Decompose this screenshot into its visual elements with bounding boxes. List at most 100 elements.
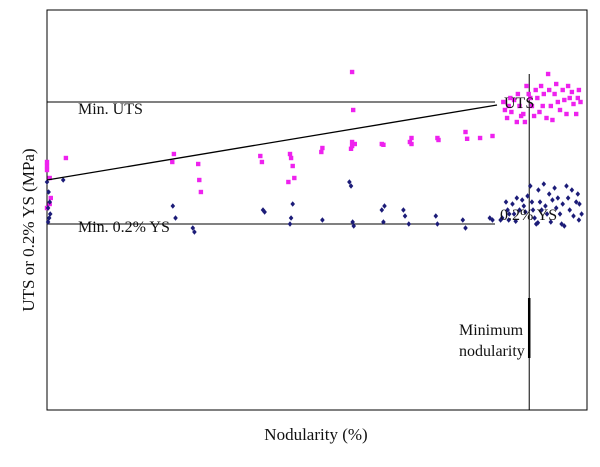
ys-point <box>567 207 573 213</box>
uts-point <box>554 81 559 87</box>
ys-point <box>528 183 533 189</box>
ys-point <box>505 207 510 213</box>
uts-point <box>409 141 414 147</box>
uts-point <box>578 99 583 105</box>
ys-point <box>499 215 505 221</box>
ys-point <box>532 215 537 221</box>
uts-point <box>537 109 542 115</box>
uts-point <box>560 87 565 93</box>
ys-point <box>521 203 527 209</box>
uts-point <box>547 87 552 93</box>
uts-point <box>529 103 535 109</box>
plot-area <box>46 9 588 411</box>
min-ys-label: Min. 0.2% YS <box>78 219 170 236</box>
x-axis-label: Nodularity (%) <box>264 425 367 444</box>
ys-point <box>46 189 51 195</box>
uts-point <box>544 115 549 121</box>
uts-point <box>528 95 533 101</box>
ys-point <box>557 211 563 217</box>
uts-point <box>501 99 506 105</box>
ys-point <box>513 218 519 224</box>
uts-point <box>258 153 263 159</box>
uts-point <box>197 177 202 183</box>
uts-point <box>548 103 554 109</box>
ys-point <box>190 225 196 231</box>
y-axis-label: UTS or 0.2% YS (MPa) <box>19 148 38 311</box>
uts-point <box>196 161 201 167</box>
uts-point <box>44 163 50 169</box>
uts-point <box>319 149 324 155</box>
uts-point <box>320 145 325 151</box>
ys-point <box>537 199 543 205</box>
ys-point <box>565 195 571 201</box>
ys-point <box>550 197 555 203</box>
ys-point <box>487 215 493 221</box>
uts-point <box>567 95 572 101</box>
uts-point <box>576 87 582 93</box>
uts-point <box>463 129 468 135</box>
uts-point <box>349 143 355 149</box>
ys-point <box>533 221 539 227</box>
ys-point <box>553 205 559 211</box>
ys-point <box>511 211 517 217</box>
uts-point <box>517 103 522 109</box>
ys-point <box>577 201 582 207</box>
ys-point <box>351 223 357 229</box>
ys-point <box>536 187 541 193</box>
uts-point <box>198 189 204 195</box>
uts-point <box>288 155 294 161</box>
ys-point <box>47 199 52 205</box>
ys-point <box>402 213 408 219</box>
uts-point <box>531 113 537 119</box>
ys-point <box>535 220 541 226</box>
ys-point <box>579 211 584 217</box>
uts-point <box>555 99 561 105</box>
uts-point <box>564 111 569 117</box>
uts-point <box>349 139 355 145</box>
ys-point <box>530 207 536 213</box>
ys-point <box>506 211 512 217</box>
ys-point <box>348 183 354 189</box>
uts-point <box>502 107 508 113</box>
ys-point <box>525 193 530 199</box>
ys-point <box>546 191 552 197</box>
ys-point <box>517 207 522 213</box>
uts-point <box>170 159 175 165</box>
uts-point <box>348 146 354 151</box>
uts-point <box>522 119 528 125</box>
ys-point <box>290 201 295 207</box>
ys-point <box>460 217 466 223</box>
uts-trend <box>46 104 498 181</box>
uts-trend-line <box>46 104 498 181</box>
ys-point <box>575 191 581 197</box>
ys-point <box>548 219 554 225</box>
ys-point <box>382 203 387 209</box>
ys-point <box>45 205 51 211</box>
min-nodularity-label-line1: Minimum <box>459 322 524 339</box>
ys-point <box>320 217 325 223</box>
uts-point <box>292 175 297 181</box>
ys-point <box>543 203 548 209</box>
uts-point <box>63 155 69 161</box>
uts-point <box>350 107 356 113</box>
ys-points <box>44 177 584 235</box>
uts-point <box>504 115 510 121</box>
uts-point <box>524 83 529 89</box>
uts-curve-label: UTS <box>504 95 534 112</box>
uts-point <box>171 151 177 157</box>
uts-point <box>535 95 540 101</box>
ys-point <box>519 197 525 203</box>
uts-point <box>521 111 526 117</box>
uts-point <box>540 103 545 109</box>
ys-point <box>347 179 352 185</box>
uts-point <box>565 83 571 89</box>
uts-point <box>571 101 576 107</box>
uts-point <box>552 91 557 97</box>
uts-point <box>48 195 53 201</box>
ys-point <box>544 211 550 217</box>
uts-point <box>515 91 521 97</box>
uts-point <box>47 175 52 181</box>
uts-points <box>44 69 583 211</box>
ys-point <box>381 219 386 225</box>
uts-point <box>557 107 563 113</box>
